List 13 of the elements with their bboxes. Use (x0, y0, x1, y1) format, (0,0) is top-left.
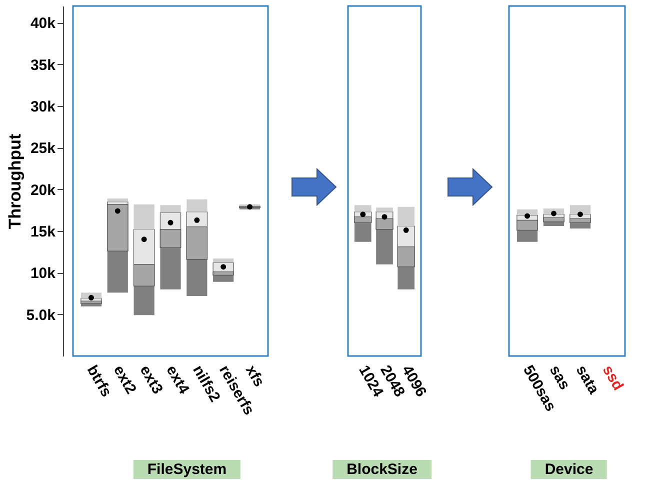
y-axis-title: Throughput (5, 133, 24, 230)
y-tick-label: 40k (30, 15, 56, 32)
x-tick-label: ssd (598, 362, 627, 394)
y-tick-label: 20k (30, 182, 56, 199)
y-tick-label: 30k (30, 98, 56, 116)
y-tick-label: 15k (30, 224, 56, 240)
x-axis-title: Device (530, 460, 608, 479)
x-axis-title: BlockSize (332, 460, 432, 479)
y-tick-label: 10k (30, 265, 56, 282)
y-tick-label: 25k (30, 140, 56, 158)
y-tick-label: 5.0k (26, 306, 56, 324)
y-tick-label: 35k (30, 56, 56, 74)
x-axis-title: FileSystem (133, 460, 241, 479)
